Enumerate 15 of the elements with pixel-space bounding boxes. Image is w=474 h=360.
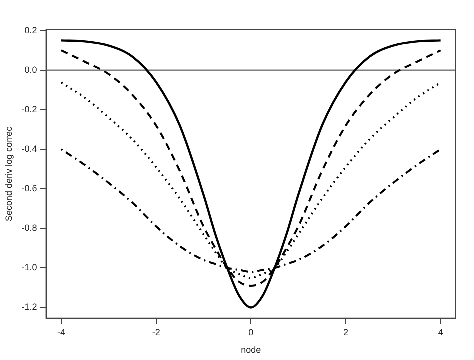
- y-tick-label: -1.2: [22, 302, 38, 312]
- x-tick-label: 4: [438, 327, 444, 338]
- x-tick-label: -4: [57, 327, 66, 338]
- y-tick-label: -0.6: [22, 184, 38, 194]
- y-tick-label: 0.2: [24, 25, 38, 36]
- x-tick-label: 0: [248, 327, 254, 338]
- y-tick-label: 0.0: [24, 64, 38, 75]
- y-tick-label: -1.0: [22, 262, 38, 273]
- x-axis-title: node: [241, 345, 262, 356]
- x-tick-label: 2: [343, 327, 348, 338]
- y-axis-title: Second deriv log correc: [4, 126, 14, 222]
- x-tick-label: -2: [152, 327, 160, 338]
- y-tick-label: -0.8: [22, 223, 38, 234]
- y-tick-label: -0.2: [22, 104, 38, 114]
- y-tick-label: -0.4: [22, 144, 38, 154]
